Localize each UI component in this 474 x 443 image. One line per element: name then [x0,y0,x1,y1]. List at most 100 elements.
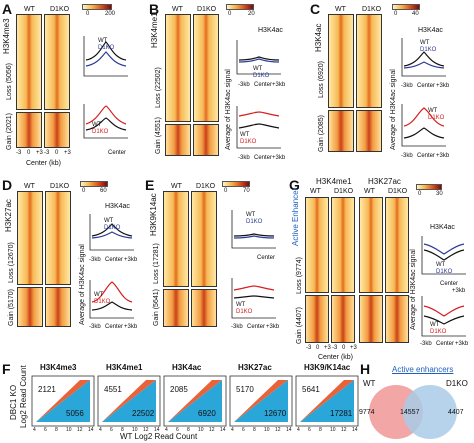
scatter-xtick: 4 [33,427,36,433]
panel-letter: C [310,1,321,17]
line-xtick: -3kb [401,83,413,89]
xtick: +3 [64,150,71,156]
col-label-d1ko: D1KO [50,183,70,190]
y-axis-label: Average of H3K4ac signal [79,244,86,325]
profile-loss [236,40,281,75]
cbar-min: 0 [82,188,86,194]
cbar-min: 0 [418,191,422,197]
heatmap-wt-gain [165,124,191,156]
line-xtick: -3kb [89,324,101,330]
loss-label: Loss (6920) [318,61,325,98]
legend-wt: WT [236,302,246,308]
profile-loss [231,210,276,249]
mark-label: H3K4ac [314,23,323,52]
scatter-xtick: 10 [66,427,72,433]
scatter-xtick: 12 [341,427,347,433]
legend-d1ko: D1KO [236,309,253,315]
col-label-d1ko: D1KO [362,6,382,13]
line-xtick: +3kb [272,155,286,161]
legend-d1ko: D1KO [104,225,121,231]
line-xtick: Center [108,150,127,156]
heatmap-d1ko-loss [191,191,217,287]
gain-label: Gain (2021) [6,113,13,150]
col-label-wt: WT [172,6,183,13]
heatmap-wt-gain [163,289,189,327]
profile-gain [401,104,446,147]
line-xtick: Center [254,82,273,88]
profile-gain [231,278,276,319]
xtick: 0 [27,150,31,156]
gain-label: Gain (5170) [8,289,15,326]
y-axis-label-1: DBC1 KO [9,384,18,420]
legend-d1ko: D1KO [94,299,111,305]
venn-title: Active enhancers [392,365,454,374]
col-label-wt: WT [310,188,321,195]
line-xtick: +3kb [455,341,469,347]
scatter-title: H3K4ac [172,363,202,372]
scatter-up-count: 2085 [170,385,188,394]
venn-only-d1ko: 4407 [448,409,464,416]
mark-label: H3K4me3 [2,18,11,54]
loss-label: Loss (17281) [153,243,160,284]
x-axis-label: WT Log2 Read Count [120,432,198,441]
y-axis-label-2: Log2 Read Count [19,365,28,428]
cbar-min: 0 [224,188,228,194]
heatmap-d1ko-gain [193,124,219,156]
x-axis-label: Center (kb) [318,354,354,361]
scatter-title: H3K9/K14ac [304,363,351,372]
scatter-plot [97,375,161,427]
line-xtick: Center [247,324,266,330]
scatter-xtick: 12 [143,427,149,433]
col-label-d1ko: D1KO [334,188,354,195]
col-label-wt: WT [24,6,35,13]
scatter-xtick: 14 [88,427,94,433]
gain-label: Gain (4551) [155,117,162,154]
scatter-xtick: 10 [132,427,138,433]
line-xtick: Center [257,255,276,261]
line-title: H3K4ac [430,224,455,231]
colorbar [82,4,112,10]
scatter-xtick: 4 [231,427,234,433]
cbar-max: 60 [100,188,107,194]
mark-label-2: H3K27ac [368,177,401,186]
line-xtick: Center [436,341,455,347]
scatter-xtick: 8 [55,427,58,433]
line-xtick: -3kb [231,324,243,330]
heatmap-k27ac-wt-gain [359,295,383,343]
cbar-min: 0 [228,11,232,17]
xtick: +3 [350,345,357,351]
heatmap-wt-gain [16,112,42,148]
scatter-xtick: 4 [297,427,300,433]
profile-loss [89,214,134,251]
legend-d1ko: D1KO [98,45,115,51]
scatter-up-count: 5641 [302,385,320,394]
y-axis-label: Average of H3K4ac signal [410,249,417,330]
panel-letter: D [2,177,13,193]
col-label-d1ko: D1KO [388,188,408,195]
cbar-max: 70 [243,188,250,194]
scatter-xtick: 14 [352,427,358,433]
scatter-xtick: 12 [77,427,83,433]
legend-wt: WT [420,40,430,46]
scatter-xtick: 12 [209,427,215,433]
scatter-down-count: 22502 [132,409,155,418]
scatter-xtick: 14 [154,427,160,433]
heatmap-d1ko-loss [193,14,219,122]
line-title: H3K4ac [258,27,283,34]
legend-wt: WT [436,262,446,268]
line-xtick: -3kb [238,155,250,161]
heatmap-k27ac-d1ko-gain [385,295,409,343]
line-xtick: +3kb [124,324,138,330]
xtick: -3 [16,150,22,156]
legend-d1ko: D1KO [420,47,437,53]
scatter-plot [163,375,227,427]
scatter-xtick: 4 [99,427,102,433]
profile-gain [83,104,128,139]
profile-loss [83,36,128,77]
panel-letter: H [360,361,371,377]
gain-label: Gain (5641) [153,289,160,326]
legend-d1ko: D1KO [253,73,270,79]
heatmap-d1ko-gain [191,289,217,327]
scatter-xtick: 6 [44,427,47,433]
legend-d1ko: D1KO [246,219,263,225]
